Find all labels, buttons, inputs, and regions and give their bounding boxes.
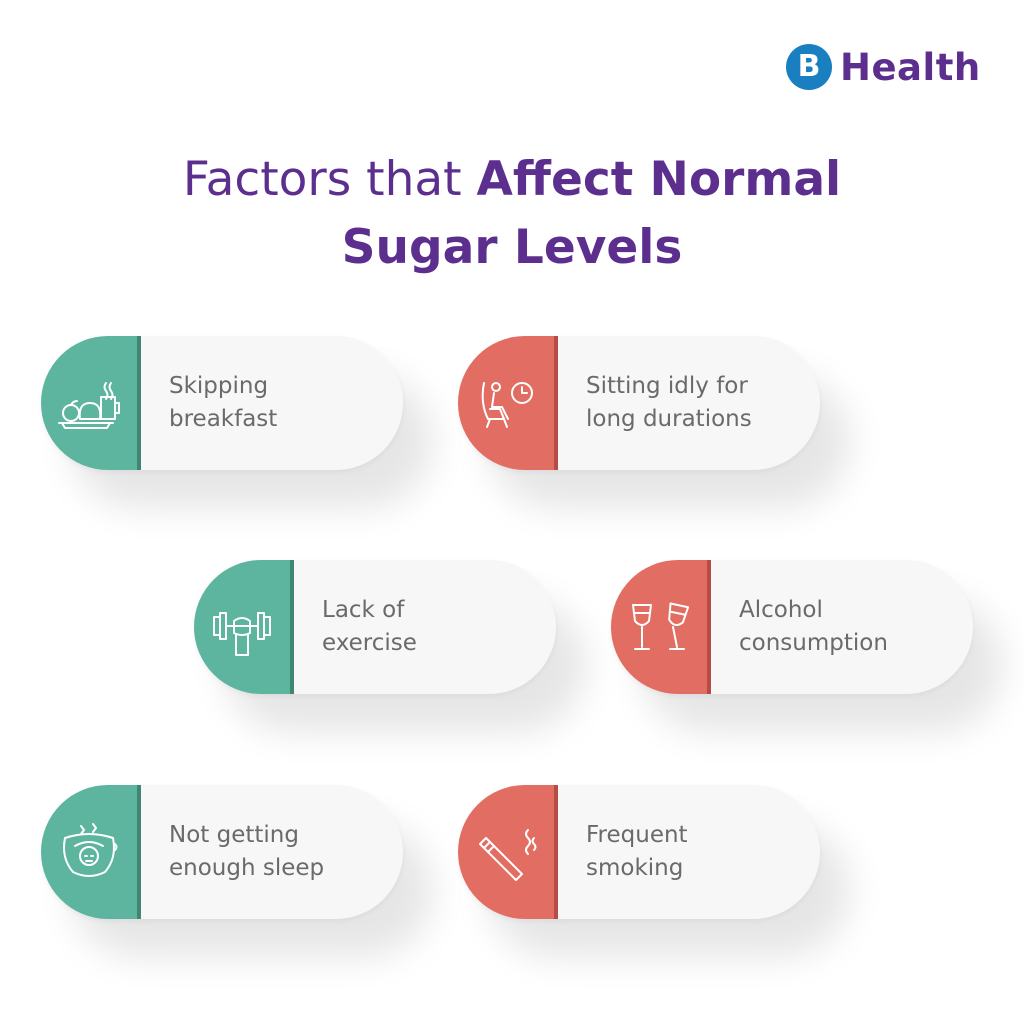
breakfast-icon bbox=[41, 336, 141, 470]
dumbbell-icon bbox=[194, 560, 294, 694]
factor-text: Skipping breakfast bbox=[169, 336, 389, 470]
factor-card-not-enough-sleep: Not getting enough sleep bbox=[41, 785, 403, 919]
factor-line-2: enough sleep bbox=[169, 855, 325, 881]
factor-line-2: exercise bbox=[322, 630, 417, 656]
factor-line-1: Alcohol bbox=[739, 597, 823, 623]
factor-card-lack-of-exercise: Lack of exercise bbox=[194, 560, 556, 694]
factor-line-1: Frequent bbox=[586, 822, 688, 848]
brand-logo: B Health bbox=[786, 44, 981, 90]
factor-card-alcohol-consumption: Alcohol consumption bbox=[611, 560, 973, 694]
factor-text: Alcohol consumption bbox=[739, 560, 959, 694]
factor-line-2: smoking bbox=[586, 855, 684, 881]
factor-line-2: long durations bbox=[586, 406, 752, 432]
wine-glasses-icon bbox=[611, 560, 711, 694]
title-bold-line2: Sugar Levels bbox=[341, 220, 683, 275]
factor-card-sitting-idly: Sitting idly for long durations bbox=[458, 336, 820, 470]
factor-text: Sitting idly for long durations bbox=[586, 336, 806, 470]
factor-text: Lack of exercise bbox=[322, 560, 542, 694]
title-bold-line1: Affect Normal bbox=[476, 152, 842, 207]
factor-text: Not getting enough sleep bbox=[169, 785, 389, 919]
logo-text: Health bbox=[840, 45, 981, 89]
factor-line-1: Not getting bbox=[169, 822, 299, 848]
factor-text: Frequent smoking bbox=[586, 785, 806, 919]
factor-card-frequent-smoking: Frequent smoking bbox=[458, 785, 820, 919]
factor-line-2: consumption bbox=[739, 630, 888, 656]
sitting-clock-icon bbox=[458, 336, 558, 470]
factor-card-skipping-breakfast: Skipping breakfast bbox=[41, 336, 403, 470]
tired-face-icon bbox=[41, 785, 141, 919]
factor-line-1: Skipping bbox=[169, 373, 269, 399]
factor-line-1: Sitting idly for bbox=[586, 373, 748, 399]
cigarette-icon bbox=[458, 785, 558, 919]
factor-line-1: Lack of bbox=[322, 597, 405, 623]
logo-mark: B bbox=[786, 44, 832, 90]
page-title: Factors that Affect Normal Sugar Levels bbox=[0, 146, 1024, 282]
title-light: Factors that bbox=[182, 152, 477, 207]
factor-line-2: breakfast bbox=[169, 406, 278, 432]
